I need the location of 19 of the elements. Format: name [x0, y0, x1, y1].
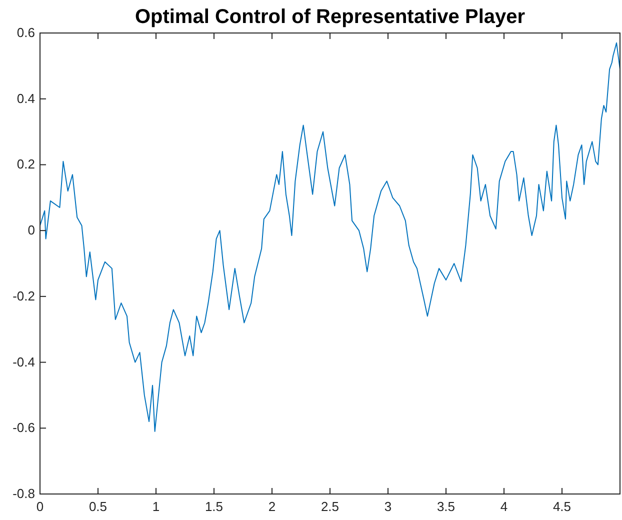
- y-tick-label: 0: [28, 222, 35, 238]
- y-tick-label: -0.4: [12, 354, 35, 370]
- x-tick-label: 4: [500, 499, 508, 514]
- y-tick-label: -0.6: [12, 420, 35, 436]
- line-series: [40, 42, 620, 432]
- y-tick-label: 0.4: [16, 90, 35, 106]
- x-tick-label: 3.5: [436, 499, 456, 514]
- x-tick-label: 1: [152, 499, 160, 514]
- x-tick-label: 0.5: [88, 499, 108, 514]
- y-tick-label: -0.8: [12, 486, 35, 501]
- chart-title: Optimal Control of Representative Player: [134, 6, 526, 28]
- x-tick-label: 2: [268, 499, 276, 514]
- y-tick-label: 0.6: [16, 25, 35, 40]
- x-tick-label: 3: [384, 499, 392, 514]
- y-tick-label: 0.2: [16, 156, 35, 172]
- y-tick-label: -0.2: [12, 288, 35, 304]
- x-tick-label: 2.5: [320, 499, 340, 514]
- x-tick-label: 4.5: [552, 499, 572, 514]
- x-tick-label: 1.5: [204, 499, 224, 514]
